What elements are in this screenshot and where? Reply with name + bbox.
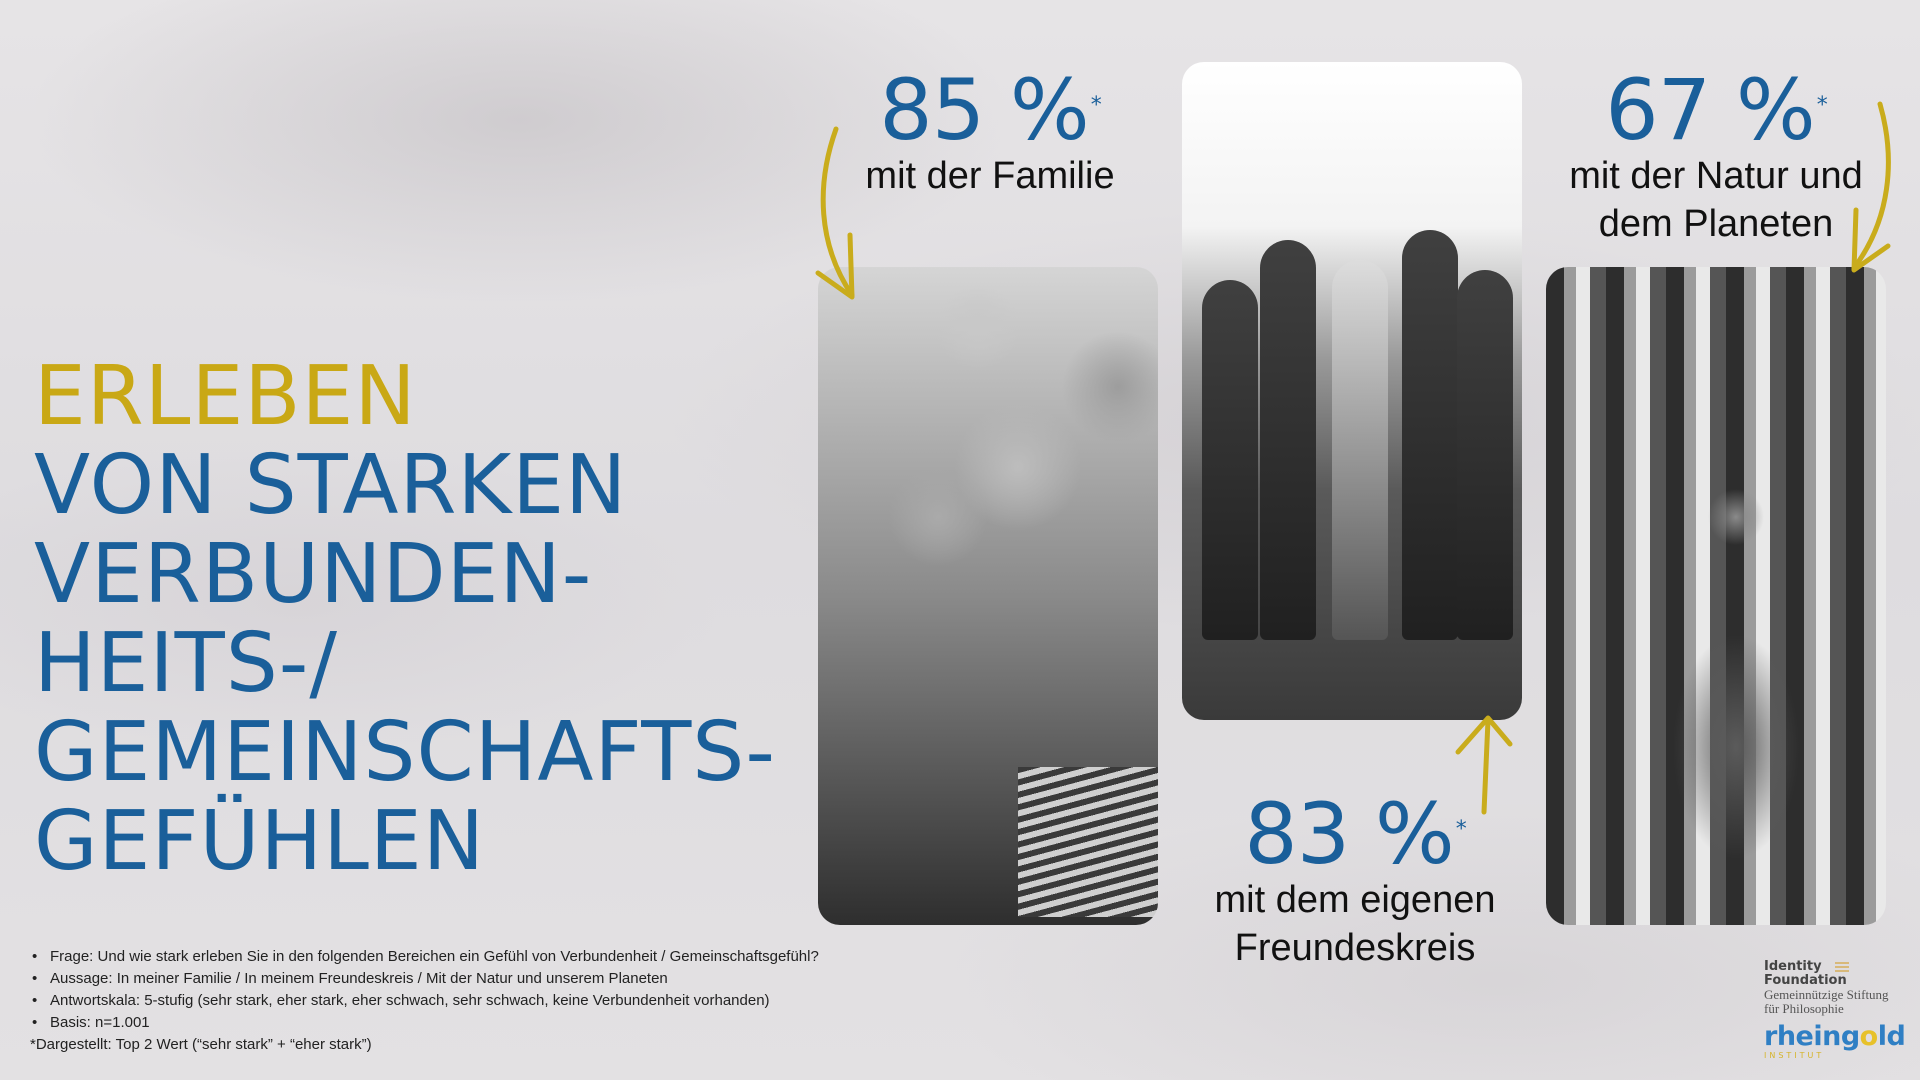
logo-text: rheing <box>1764 1021 1860 1052</box>
rheingold-logo: rheingold INSTITUT <box>1764 1022 1914 1060</box>
stat-family: 85 %* mit der Familie <box>845 68 1135 200</box>
footnote: *Dargestellt: Top 2 Wert (“sehr stark” +… <box>30 1036 372 1053</box>
headline: ERLEBEN VON STARKEN VERBUNDEN- HEITS-/ G… <box>34 352 776 886</box>
headline-line: HEITS-/ <box>34 616 339 711</box>
logo-text: ld <box>1877 1021 1906 1052</box>
arrow-down-left-icon <box>815 126 855 300</box>
logo-text: o <box>1859 1021 1879 1052</box>
headline-accent: ERLEBEN <box>34 349 417 444</box>
logo-subtext: Gemeinnützige Stiftung <box>1764 987 1889 1002</box>
arrow-up-icon <box>1455 715 1513 815</box>
note-item: Frage: Und wie stark erleben Sie in den … <box>30 946 819 968</box>
logo-subtext: für Philosophie <box>1764 1001 1844 1016</box>
logo-subtext: INSTITUT <box>1764 1051 1825 1060</box>
identity-foundation-logo: Identity Foundation Gemeinnützige Stiftu… <box>1764 960 1914 1016</box>
headline-line: GEMEINSCHAFTS- <box>34 705 776 800</box>
stat-label: mit dem eigenen <box>1214 879 1496 921</box>
headline-line: VERBUNDEN- <box>34 527 593 622</box>
family-hug-photo <box>818 267 1158 925</box>
stat-value: 85 %* <box>879 61 1101 159</box>
menu-bars-icon <box>1835 962 1849 972</box>
note-item: Antwortskala: 5-stufig (sehr stark, eher… <box>30 990 819 1012</box>
stat-label: Freundeskreis <box>1234 927 1476 969</box>
friends-group-photo <box>1182 62 1522 720</box>
stat-label: mit der Familie <box>865 155 1115 197</box>
logos: Identity Foundation Gemeinnützige Stiftu… <box>1764 960 1914 1060</box>
stat-label: mit der Natur und <box>1569 155 1863 197</box>
note-item: Aussage: In meiner Familie / In meinem F… <box>30 968 819 990</box>
stat-nature: 67 %* mit der Natur und dem Planeten <box>1546 68 1886 248</box>
headline-line: VON STARKEN <box>34 438 628 533</box>
logo-text: Foundation <box>1764 973 1847 988</box>
stat-value: 83 %* <box>1244 785 1466 883</box>
headline-line: GEFÜHLEN <box>34 794 486 889</box>
note-item: Basis: n=1.001 <box>30 1012 819 1034</box>
logo-text: Identity <box>1764 959 1822 974</box>
woman-in-forest-photo <box>1546 267 1886 925</box>
stat-value: 67 %* <box>1605 61 1827 159</box>
arrow-down-right-icon <box>1851 101 1891 273</box>
stat-friends: 83 %* mit dem eigenen Freundeskreis <box>1190 792 1520 972</box>
stat-label: dem Planeten <box>1598 203 1834 245</box>
methodology-notes: Frage: Und wie stark erleben Sie in den … <box>30 946 819 1056</box>
